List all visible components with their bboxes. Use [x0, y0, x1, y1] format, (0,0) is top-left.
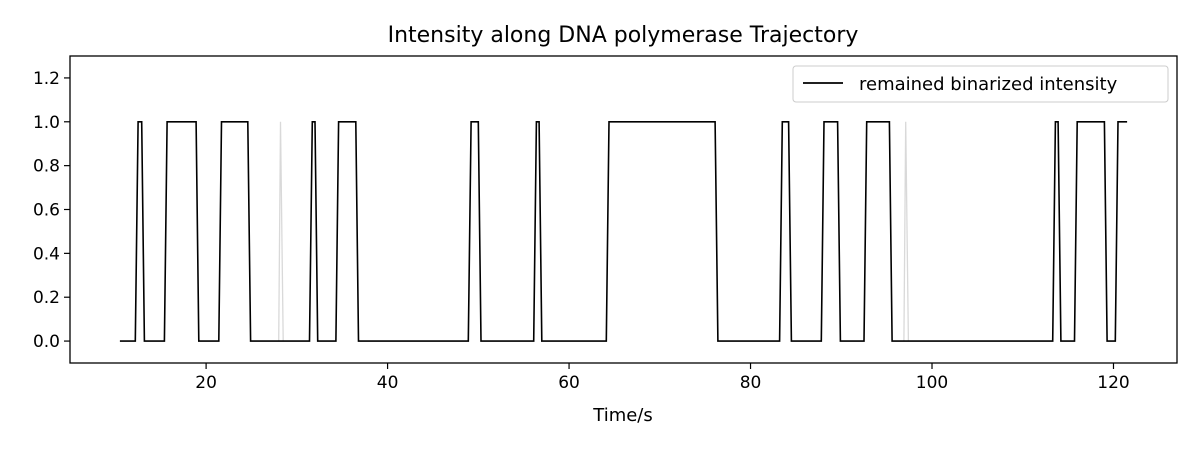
y-tick-label: 0.2 — [33, 288, 60, 308]
x-tick-label: 120 — [1097, 373, 1129, 393]
plot-area: 20 40 60 80 100 120 0.0 0.2 0.4 0.6 0.8 1.0 1.2 — [33, 55, 1178, 393]
x-tick-label: 100 — [916, 373, 948, 393]
y-tick-label: 0.0 — [33, 332, 60, 352]
x-tick-label: 80 — [740, 373, 762, 393]
faint-spike-line-1 — [278, 121, 284, 342]
legend-label: remained binarized intensity — [859, 74, 1118, 95]
y-tick-label: 0.4 — [33, 244, 60, 264]
y-tick-label: 1.2 — [33, 69, 60, 89]
faint-spike-line-2 — [903, 121, 910, 342]
x-tick-label: 60 — [558, 373, 580, 393]
plot-background — [70, 56, 1177, 363]
x-axis-title: Time/s — [592, 405, 653, 426]
x-tick-label: 20 — [195, 373, 217, 393]
legend-box — [792, 65, 1169, 103]
y-tick-label: 1.0 — [33, 113, 60, 133]
chart-title: Intensity along DNA polymerase Trajector… — [388, 23, 859, 48]
x-tick-label: 40 — [377, 373, 399, 393]
legend: remained binarized intensity — [792, 65, 1169, 103]
y-tick-label: 0.8 — [33, 157, 60, 177]
y-tick-label: 0.6 — [33, 201, 60, 221]
series-line-binarized-intensity — [119, 121, 1128, 342]
